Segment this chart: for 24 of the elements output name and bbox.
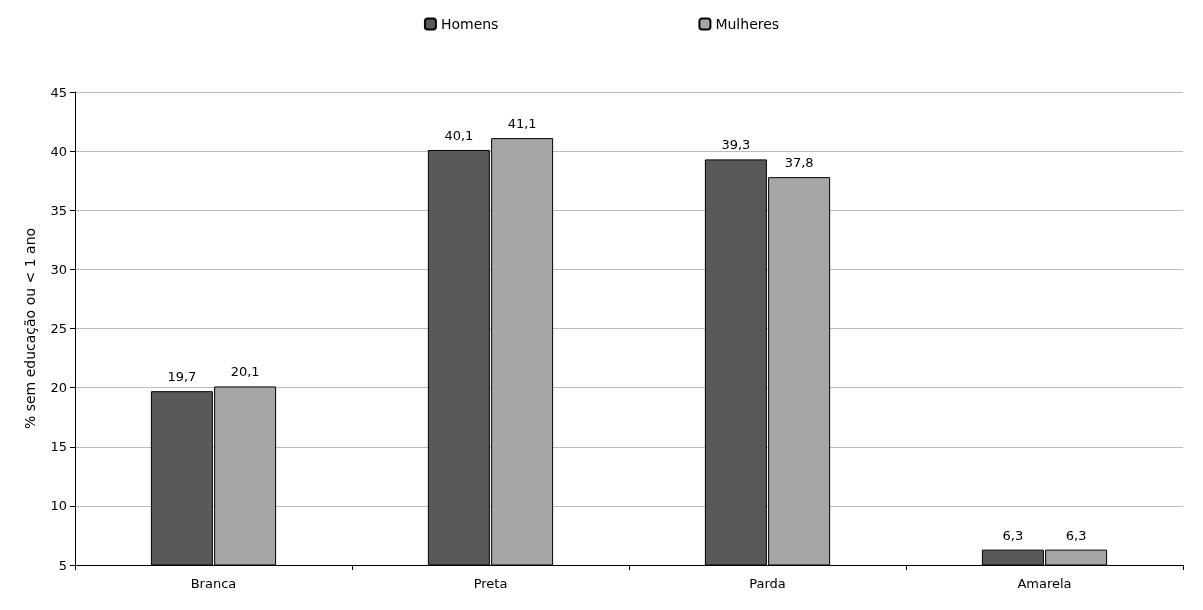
data-label: 6,3 — [1065, 527, 1087, 543]
y-axis-title: % sem educação ou < 1 ano — [22, 227, 38, 430]
y-tick-label: 20 — [50, 380, 67, 396]
data-label: 19,7 — [167, 369, 197, 385]
y-tick-label: 40 — [50, 143, 67, 159]
data-label: 6,3 — [1002, 527, 1024, 543]
legend-label: Mulheres — [715, 16, 780, 32]
data-label: 37,8 — [784, 155, 814, 171]
x-tick-label: Parda — [749, 576, 786, 591]
data-label: 40,1 — [444, 127, 474, 143]
y-tick-label: 35 — [50, 202, 67, 218]
x-tick-label: Preta — [473, 576, 508, 591]
x-tick-label: Branca — [190, 576, 237, 591]
x-tick-label: Amarela — [1017, 576, 1072, 591]
data-label: 41,1 — [507, 116, 537, 132]
y-tick-label: 15 — [50, 439, 67, 455]
y-tick-label: 30 — [50, 261, 67, 277]
y-tick-label: 10 — [50, 498, 67, 514]
y-tick-label: 5 — [58, 557, 67, 573]
y-tick-label: 45 — [50, 84, 67, 100]
y-tick-label: 25 — [50, 321, 67, 336]
data-label: 20,1 — [230, 364, 260, 380]
legend-label: Homens — [440, 16, 499, 32]
data-label: 39,3 — [721, 137, 751, 153]
